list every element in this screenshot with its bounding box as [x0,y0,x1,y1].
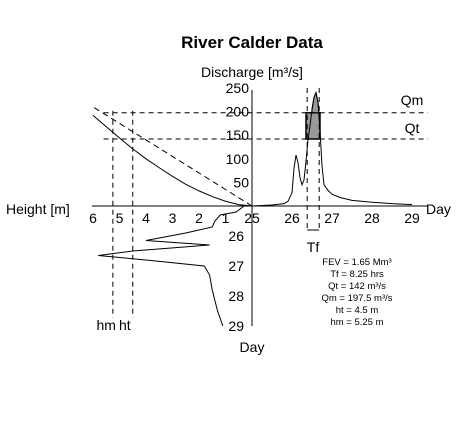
day-tick-label: 26 [284,210,300,226]
discharge-tick-label: 150 [226,127,250,143]
day-tick-label: 28 [364,210,380,226]
day-tick-label: 29 [404,210,420,226]
discharge-tick-label: 50 [233,174,249,190]
stage-day-tick-label: 26 [228,228,244,244]
height-tick-label: 3 [169,210,177,226]
stat-line: hm = 5.25 m [330,317,383,328]
stat-line: Tf = 8.25 hrs [330,269,384,280]
height-tick-label: 2 [195,210,203,226]
stat-line: Qm = 197.5 m³/s [321,293,392,304]
reference-lines: Qm Qt [103,88,428,318]
height-tick-label: 4 [142,210,150,226]
rating-reference-line [92,106,253,207]
day-axis-label-bottom: Day [240,339,265,355]
stage-day-tick-label: 28 [228,288,244,304]
stat-line: FEV = 1.65 Mm³ [322,257,391,268]
stat-line: Qt = 142 m³/s [328,281,386,292]
stage-line [98,205,245,327]
day-tick-label: 27 [324,210,340,226]
stage-day-tick-label: 27 [228,258,244,274]
discharge-tick-label: 100 [226,151,250,167]
discharge-tick-label: 250 [226,80,250,96]
day-tick-label: 25 [244,210,260,226]
hydrograph-line [251,91,413,207]
height-tick-label: 6 [89,210,97,226]
height-marker-label-hm: hm [97,317,116,333]
height-marker-label-ht: ht [119,317,131,333]
chart-title: River Calder Data [181,33,323,52]
day-axis-label-right: Day [426,201,451,217]
tf-label: Tf [307,239,320,255]
reference-label-qm: Qm [401,92,424,108]
height-tick-label: 5 [116,210,124,226]
reference-label-qt: Qt [405,120,420,136]
peak-box [305,112,321,140]
stat-line: ht = 4.5 m [336,305,379,316]
height-axis-label: Height [m] [6,201,70,217]
rating-curve [92,114,253,207]
stage-day-tick-label: 29 [228,318,244,334]
data-series [92,91,413,327]
discharge-axis-label: Discharge [m³/s] [201,64,303,80]
discharge-tick-label: 200 [226,104,250,120]
height-tick-label: 1 [222,210,230,226]
